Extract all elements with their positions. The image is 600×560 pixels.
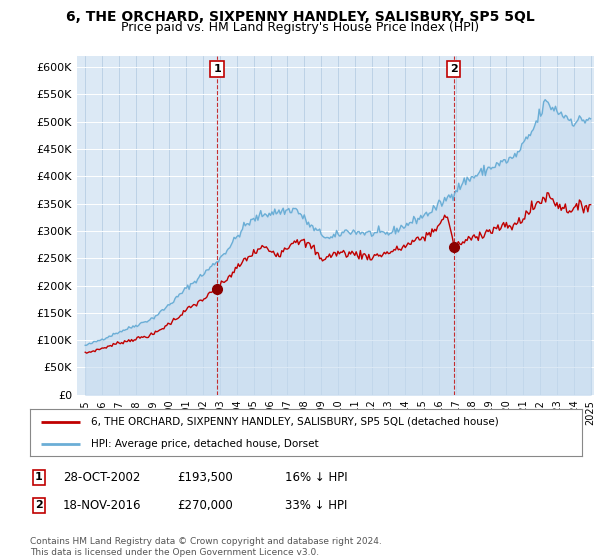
Text: £193,500: £193,500 xyxy=(177,470,233,484)
Text: 16% ↓ HPI: 16% ↓ HPI xyxy=(285,470,347,484)
Text: 33% ↓ HPI: 33% ↓ HPI xyxy=(285,498,347,512)
Text: 28-OCT-2002: 28-OCT-2002 xyxy=(63,470,140,484)
Text: 2: 2 xyxy=(450,64,458,74)
Text: £270,000: £270,000 xyxy=(177,498,233,512)
Text: Contains HM Land Registry data © Crown copyright and database right 2024.
This d: Contains HM Land Registry data © Crown c… xyxy=(30,537,382,557)
Text: 2: 2 xyxy=(35,500,43,510)
Text: 6, THE ORCHARD, SIXPENNY HANDLEY, SALISBURY, SP5 5QL (detached house): 6, THE ORCHARD, SIXPENNY HANDLEY, SALISB… xyxy=(91,417,499,427)
Text: 6, THE ORCHARD, SIXPENNY HANDLEY, SALISBURY, SP5 5QL: 6, THE ORCHARD, SIXPENNY HANDLEY, SALISB… xyxy=(65,10,535,24)
Text: Price paid vs. HM Land Registry's House Price Index (HPI): Price paid vs. HM Land Registry's House … xyxy=(121,21,479,34)
Text: 18-NOV-2016: 18-NOV-2016 xyxy=(63,498,142,512)
Text: 1: 1 xyxy=(213,64,221,74)
Text: 1: 1 xyxy=(35,472,43,482)
Text: HPI: Average price, detached house, Dorset: HPI: Average price, detached house, Dors… xyxy=(91,438,319,449)
